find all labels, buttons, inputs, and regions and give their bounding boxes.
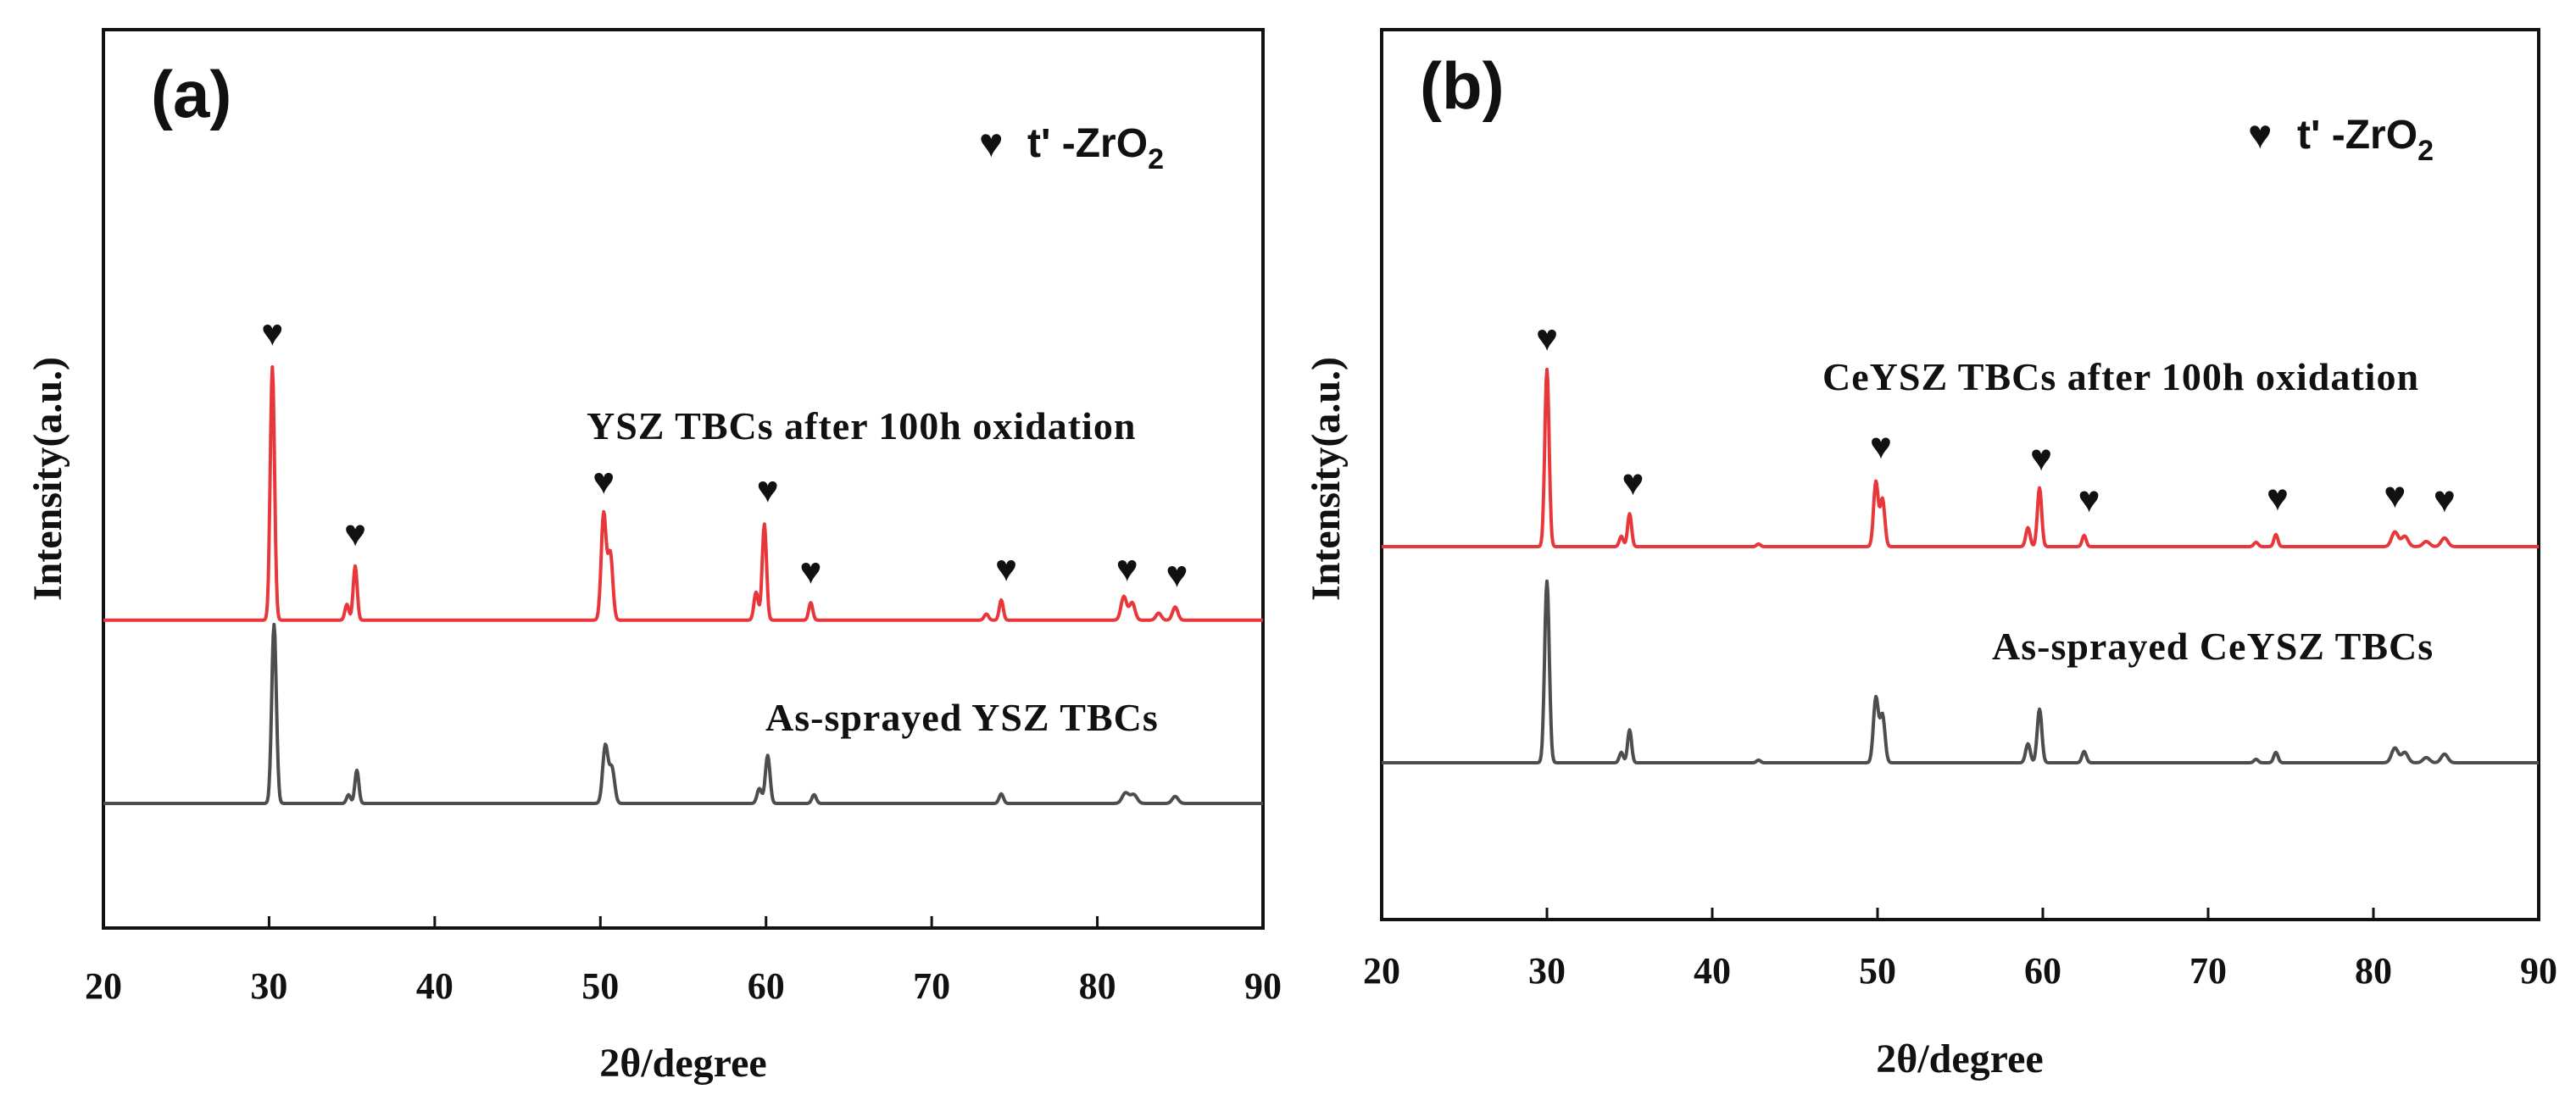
panel-b-legend-text: t' -ZrO <box>2297 113 2417 158</box>
panel-a-oxidized-label: YSZ TBCs after 100h oxidation <box>587 404 1136 447</box>
panel-a-xtick-label-60: 60 <box>748 965 785 1007</box>
panel-b-xtick-label-60: 60 <box>2024 950 2061 992</box>
panel-b-heart-marker-2: ♥ <box>1870 425 1892 467</box>
panel-a-heart-marker-6: ♥ <box>1116 547 1138 589</box>
panel-b-xtick-label-20: 20 <box>1363 950 1400 992</box>
panel-b-legend-subscript: 2 <box>2417 135 2434 167</box>
panel-b-heart-marker-1: ♥ <box>1622 462 1644 503</box>
panel-a-xtick-label-20: 20 <box>85 965 122 1007</box>
panel-b-ticks: 20 30 40 50 60 70 80 90 <box>1363 908 2557 992</box>
panel-a-xtick-label-90: 90 <box>1244 965 1282 1007</box>
panel-b-as-sprayed-label: As-sprayed CeYSZ TBCs <box>1992 625 2434 668</box>
panel-a-legend-marker: ♥ <box>979 121 1004 166</box>
panel-b-heart-marker-7: ♥ <box>2434 479 2456 520</box>
panel-b-series-line-0 <box>1381 367 2540 548</box>
panel-a: (a) ♥ t' -ZrO2 YSZ TBCs after 100h oxida… <box>25 28 1282 1086</box>
panel-a-series-line-0 <box>103 365 1264 622</box>
panel-b-heart-marker-5: ♥ <box>2267 477 2289 519</box>
panel-a-heart-marker-2: ♥ <box>593 460 615 502</box>
panel-a-ticks: 20 30 40 50 60 70 80 90 <box>85 916 1282 1007</box>
panel-b-y-axis-title: Intensity(a.u.) <box>1304 357 1349 601</box>
panel-a-xtick-label-70: 70 <box>913 965 950 1007</box>
panel-b-xtick-label-90: 90 <box>2520 950 2557 992</box>
panel-b-plot-frame <box>1380 28 2540 921</box>
panel-a-series-line-1 <box>103 622 1264 805</box>
panel-b-heart-marker-6: ♥ <box>2384 475 2406 516</box>
panel-a-as-sprayed-label: As-sprayed YSZ TBCs <box>765 696 1159 739</box>
panel-a-heart-marker-3: ♥ <box>757 470 779 511</box>
panel-b-heart-marker-0: ♥ <box>1536 317 1558 358</box>
panel-a-y-axis-title: Intensity(a.u.) <box>25 357 70 601</box>
panel-b-heart-marker-4: ♥ <box>2078 479 2100 520</box>
panel-a-letter: (a) <box>151 57 231 131</box>
panel-b-xtick-label-30: 30 <box>1528 950 1566 992</box>
panel-a-xtick-label-40: 40 <box>416 965 453 1007</box>
panel-b-legend-label: t' -ZrO2 <box>2297 113 2434 167</box>
panel-a-legend-label: t' -ZrO2 <box>1027 121 1164 175</box>
panel-a-heart-marker-1: ♥ <box>344 513 366 554</box>
panel-b: (b) ♥ t' -ZrO2 CeYSZ TBCs after 100h oxi… <box>1304 28 2557 1081</box>
panel-b-xtick-label-80: 80 <box>2355 950 2392 992</box>
panel-a-xtick-label-30: 30 <box>250 965 287 1007</box>
panel-b-heart-marker-3: ♥ <box>2030 437 2052 479</box>
panel-b-oxidized-label: CeYSZ TBCs after 100h oxidation <box>1822 355 2419 398</box>
panel-a-heart-marker-4: ♥ <box>799 550 821 592</box>
panel-b-x-axis-title: 2θ/degree <box>1876 1037 2043 1081</box>
panel-b-series-line-1 <box>1381 579 2540 764</box>
panel-b-letter: (b) <box>1420 48 1505 123</box>
panel-a-heart-marker-5: ♥ <box>995 547 1017 589</box>
panel-b-xtick-label-70: 70 <box>2189 950 2227 992</box>
panel-a-plot-frame <box>102 28 1265 930</box>
panel-b-series-lines <box>1381 367 2540 764</box>
panel-b-xtick-label-50: 50 <box>1859 950 1896 992</box>
panel-a-series-lines <box>103 365 1264 805</box>
panel-b-peak-markers: ♥ ♥ ♥ ♥ ♥ ♥ ♥ ♥ <box>1536 317 2456 520</box>
panel-a-peak-markers: ♥ ♥ ♥ ♥ ♥ ♥ ♥ ♥ <box>261 312 1188 595</box>
panel-b-xtick-label-40: 40 <box>1694 950 1731 992</box>
panel-a-x-axis-title: 2θ/degree <box>599 1041 766 1086</box>
panel-a-legend-subscript: 2 <box>1148 143 1164 175</box>
panel-a-heart-marker-7: ♥ <box>1166 554 1188 596</box>
panel-a-heart-marker-0: ♥ <box>261 312 283 353</box>
panel-b-legend-marker: ♥ <box>2248 113 2273 158</box>
panel-a-xtick-label-50: 50 <box>581 965 619 1007</box>
panel-a-xtick-label-80: 80 <box>1079 965 1116 1007</box>
panel-a-legend-text: t' -ZrO <box>1027 121 1148 166</box>
